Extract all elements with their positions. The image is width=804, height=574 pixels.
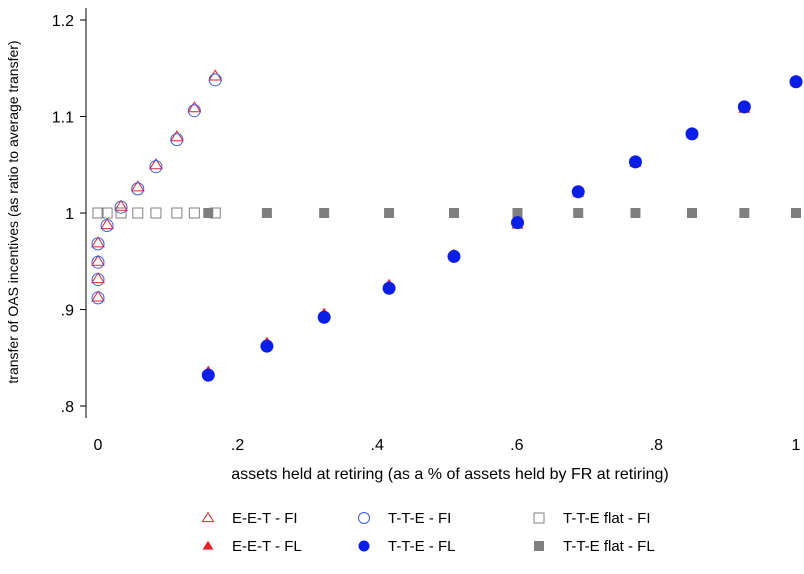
triangle-marker	[187, 101, 202, 113]
circle-marker	[100, 219, 114, 233]
triangle-marker	[169, 130, 184, 142]
square-marker	[92, 207, 104, 219]
circle-marker	[358, 512, 370, 524]
circle-marker	[201, 368, 215, 382]
y-tick-label: 1.2	[52, 13, 74, 30]
plot-marks	[91, 69, 803, 382]
square-marker	[448, 208, 459, 218]
circle-marker	[737, 100, 751, 114]
triangle-marker	[91, 290, 105, 302]
triangle-marker	[100, 217, 114, 230]
circle-marker	[91, 255, 105, 269]
circle-marker	[91, 273, 105, 287]
legend-item: T-T-E - FI	[358, 510, 451, 527]
legend-item: E-E-T - FI	[201, 510, 298, 527]
triangle-marker	[91, 236, 105, 248]
legend-label: T-T-E - FL	[388, 538, 456, 555]
circle-marker	[91, 237, 105, 251]
square-marker	[739, 208, 750, 218]
legend-label: T-T-E flat - FL	[563, 538, 655, 555]
legend-item: T-T-E flat - FI	[533, 510, 651, 527]
triangle-marker	[130, 180, 145, 192]
circle-marker	[114, 200, 128, 214]
legend-label: T-T-E flat - FI	[563, 510, 651, 527]
square-marker	[150, 207, 162, 219]
triangle-marker	[91, 254, 105, 266]
circle-marker	[447, 249, 461, 263]
legend-item: T-T-E - FL	[358, 538, 456, 555]
square-marker	[203, 208, 214, 218]
triangle-marker	[149, 158, 163, 170]
y-tick-label: .9	[61, 303, 74, 320]
square-marker	[512, 208, 523, 218]
triangle-marker	[91, 271, 105, 284]
circle-marker	[358, 540, 370, 552]
circle-marker	[187, 104, 201, 118]
x-tick-label: .4	[371, 437, 384, 454]
x-tick-label: 1	[792, 437, 801, 454]
triangle-marker	[201, 511, 215, 523]
x-axis-label: assets held at retiring (as a % of asset…	[231, 466, 669, 483]
legend-item: E-E-T - FL	[202, 538, 302, 555]
legend-label: T-T-E - FI	[388, 510, 451, 527]
circle-marker	[510, 216, 524, 230]
square-marker	[533, 512, 545, 524]
x-tick-label: 0	[94, 437, 103, 454]
circle-marker	[208, 73, 222, 87]
triangle-marker	[114, 199, 128, 211]
square-marker	[791, 208, 801, 218]
circle-marker	[628, 155, 642, 169]
circle-marker	[317, 310, 331, 324]
legend: E-E-T - FI T-T-E - FI T-T-E flat - FI E-E-T…	[201, 510, 655, 555]
circle-marker	[149, 160, 163, 174]
legend-item: T-T-E flat - FL	[534, 538, 655, 555]
y-tick-label: 1.1	[52, 110, 74, 127]
square-marker	[101, 207, 113, 219]
circle-marker	[131, 182, 145, 196]
square-marker	[686, 208, 697, 218]
x-tick-label: .2	[231, 437, 244, 454]
y-tick-label: 1	[65, 206, 74, 223]
legend-label: E-E-T - FL	[232, 538, 302, 555]
y-axis-label: transfer of OAS incentives (as ratio to …	[5, 40, 21, 383]
x-tick-label: .8	[650, 437, 663, 454]
square-marker	[171, 207, 183, 219]
legend-label: E-E-T - FI	[232, 510, 298, 527]
square-marker	[319, 208, 330, 218]
circle-marker	[571, 185, 585, 199]
circle-marker	[170, 133, 184, 147]
circle-marker	[789, 75, 803, 89]
square-marker	[630, 208, 641, 218]
square-marker	[573, 208, 584, 218]
circle-marker	[91, 291, 105, 305]
square-marker	[115, 207, 127, 219]
circle-marker	[382, 281, 396, 295]
square-marker	[534, 541, 544, 551]
triangle-marker	[202, 540, 214, 550]
square-marker	[188, 207, 200, 219]
y-tick-label: .8	[61, 399, 74, 416]
square-marker	[261, 208, 272, 218]
circle-marker	[260, 339, 274, 353]
square-marker	[132, 207, 144, 219]
square-marker	[384, 208, 395, 218]
circle-marker	[685, 127, 699, 141]
axes: .8 .9 1 1.1 1.2 0 .2 .4 .6 .8 1	[52, 8, 801, 454]
x-tick-label: .6	[510, 437, 523, 454]
